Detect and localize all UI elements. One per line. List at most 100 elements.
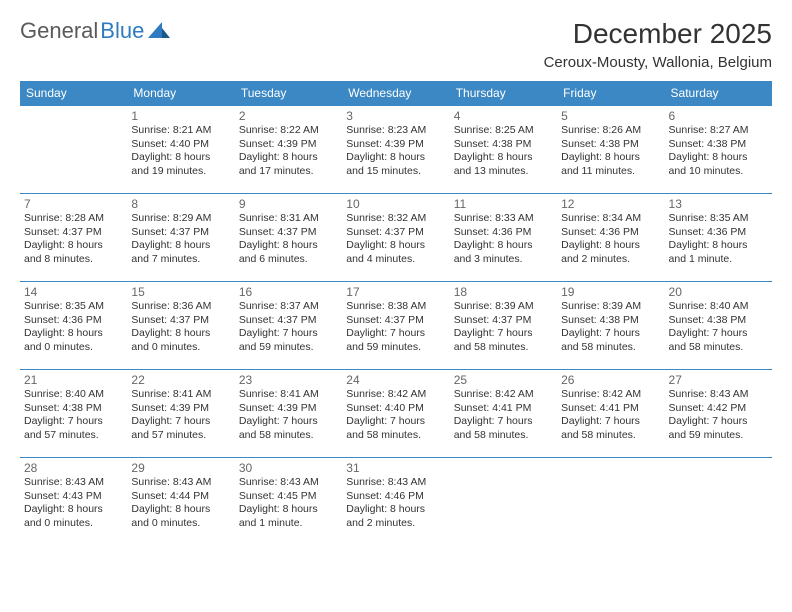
day-info-line: Sunset: 4:43 PM xyxy=(24,490,123,504)
day-info: Sunrise: 8:34 AMSunset: 4:36 PMDaylight:… xyxy=(561,212,660,267)
calendar-week-row: 14Sunrise: 8:35 AMSunset: 4:36 PMDayligh… xyxy=(20,282,772,370)
calendar-day-cell: 15Sunrise: 8:36 AMSunset: 4:37 PMDayligh… xyxy=(127,282,234,370)
calendar-empty-cell xyxy=(557,458,664,546)
logo-text-general: General xyxy=(20,18,98,44)
day-info-line: Sunrise: 8:33 AM xyxy=(454,212,553,226)
day-number: 9 xyxy=(239,197,338,211)
day-info-line: Sunset: 4:39 PM xyxy=(239,138,338,152)
calendar-day-cell: 6Sunrise: 8:27 AMSunset: 4:38 PMDaylight… xyxy=(665,106,772,194)
calendar-day-cell: 21Sunrise: 8:40 AMSunset: 4:38 PMDayligh… xyxy=(20,370,127,458)
day-info: Sunrise: 8:33 AMSunset: 4:36 PMDaylight:… xyxy=(454,212,553,267)
day-info-line: and 3 minutes. xyxy=(454,253,553,267)
day-info-line: Sunrise: 8:43 AM xyxy=(24,476,123,490)
day-info: Sunrise: 8:39 AMSunset: 4:38 PMDaylight:… xyxy=(561,300,660,355)
day-info-line: and 58 minutes. xyxy=(454,341,553,355)
day-info-line: Daylight: 8 hours xyxy=(346,503,445,517)
day-info-line: Sunset: 4:36 PM xyxy=(669,226,768,240)
day-info-line: Sunrise: 8:40 AM xyxy=(24,388,123,402)
day-info-line: and 10 minutes. xyxy=(669,165,768,179)
calendar-day-cell: 3Sunrise: 8:23 AMSunset: 4:39 PMDaylight… xyxy=(342,106,449,194)
day-info: Sunrise: 8:38 AMSunset: 4:37 PMDaylight:… xyxy=(346,300,445,355)
day-info-line: Daylight: 8 hours xyxy=(131,239,230,253)
day-info-line: Sunset: 4:38 PM xyxy=(561,138,660,152)
calendar-day-cell: 20Sunrise: 8:40 AMSunset: 4:38 PMDayligh… xyxy=(665,282,772,370)
day-info: Sunrise: 8:36 AMSunset: 4:37 PMDaylight:… xyxy=(131,300,230,355)
day-number: 30 xyxy=(239,461,338,475)
day-info-line: Sunrise: 8:43 AM xyxy=(346,476,445,490)
day-info-line: Sunrise: 8:43 AM xyxy=(239,476,338,490)
calendar-day-cell: 18Sunrise: 8:39 AMSunset: 4:37 PMDayligh… xyxy=(450,282,557,370)
day-info-line: Sunset: 4:37 PM xyxy=(239,314,338,328)
day-info-line: Sunset: 4:42 PM xyxy=(669,402,768,416)
calendar-day-cell: 27Sunrise: 8:43 AMSunset: 4:42 PMDayligh… xyxy=(665,370,772,458)
logo: GeneralBlue xyxy=(20,18,170,44)
header: GeneralBlue December 2025 Ceroux-Mousty,… xyxy=(20,18,772,71)
day-info-line: Daylight: 8 hours xyxy=(346,239,445,253)
calendar-day-cell: 14Sunrise: 8:35 AMSunset: 4:36 PMDayligh… xyxy=(20,282,127,370)
day-info-line: Daylight: 7 hours xyxy=(239,327,338,341)
calendar-day-cell: 7Sunrise: 8:28 AMSunset: 4:37 PMDaylight… xyxy=(20,194,127,282)
day-info-line: and 17 minutes. xyxy=(239,165,338,179)
day-info: Sunrise: 8:22 AMSunset: 4:39 PMDaylight:… xyxy=(239,124,338,179)
day-info-line: Sunset: 4:38 PM xyxy=(24,402,123,416)
weekday-header: Friday xyxy=(557,81,664,106)
day-info-line: and 59 minutes. xyxy=(669,429,768,443)
calendar-day-cell: 11Sunrise: 8:33 AMSunset: 4:36 PMDayligh… xyxy=(450,194,557,282)
day-number: 25 xyxy=(454,373,553,387)
day-info-line: Sunrise: 8:42 AM xyxy=(346,388,445,402)
day-info-line: Daylight: 7 hours xyxy=(561,327,660,341)
day-info-line: Sunset: 4:41 PM xyxy=(454,402,553,416)
day-info-line: and 59 minutes. xyxy=(239,341,338,355)
day-info-line: Daylight: 7 hours xyxy=(239,415,338,429)
weekday-header: Wednesday xyxy=(342,81,449,106)
calendar-table: SundayMondayTuesdayWednesdayThursdayFrid… xyxy=(20,81,772,546)
day-number: 19 xyxy=(561,285,660,299)
day-number: 24 xyxy=(346,373,445,387)
day-info-line: Sunset: 4:41 PM xyxy=(561,402,660,416)
day-info: Sunrise: 8:40 AMSunset: 4:38 PMDaylight:… xyxy=(24,388,123,443)
day-info-line: Sunrise: 8:37 AM xyxy=(239,300,338,314)
day-info-line: Sunrise: 8:26 AM xyxy=(561,124,660,138)
calendar-day-cell: 8Sunrise: 8:29 AMSunset: 4:37 PMDaylight… xyxy=(127,194,234,282)
day-info-line: and 58 minutes. xyxy=(669,341,768,355)
day-info: Sunrise: 8:26 AMSunset: 4:38 PMDaylight:… xyxy=(561,124,660,179)
day-info-line: Sunrise: 8:31 AM xyxy=(239,212,338,226)
day-info: Sunrise: 8:35 AMSunset: 4:36 PMDaylight:… xyxy=(669,212,768,267)
day-number: 18 xyxy=(454,285,553,299)
calendar-day-cell: 16Sunrise: 8:37 AMSunset: 4:37 PMDayligh… xyxy=(235,282,342,370)
calendar-day-cell: 25Sunrise: 8:42 AMSunset: 4:41 PMDayligh… xyxy=(450,370,557,458)
calendar-day-cell: 29Sunrise: 8:43 AMSunset: 4:44 PMDayligh… xyxy=(127,458,234,546)
day-info: Sunrise: 8:40 AMSunset: 4:38 PMDaylight:… xyxy=(669,300,768,355)
day-info-line: and 1 minute. xyxy=(669,253,768,267)
day-info-line: Daylight: 8 hours xyxy=(239,151,338,165)
day-info-line: Sunset: 4:36 PM xyxy=(454,226,553,240)
day-number: 7 xyxy=(24,197,123,211)
day-info-line: Daylight: 8 hours xyxy=(669,239,768,253)
calendar-day-cell: 17Sunrise: 8:38 AMSunset: 4:37 PMDayligh… xyxy=(342,282,449,370)
day-info-line: and 57 minutes. xyxy=(131,429,230,443)
weekday-header: Monday xyxy=(127,81,234,106)
title-block: December 2025 Ceroux-Mousty, Wallonia, B… xyxy=(544,18,772,71)
day-info-line: and 58 minutes. xyxy=(561,341,660,355)
day-info-line: Sunrise: 8:42 AM xyxy=(454,388,553,402)
day-info-line: and 58 minutes. xyxy=(561,429,660,443)
calendar-day-cell: 9Sunrise: 8:31 AMSunset: 4:37 PMDaylight… xyxy=(235,194,342,282)
day-info-line: Sunrise: 8:34 AM xyxy=(561,212,660,226)
day-info-line: Sunrise: 8:21 AM xyxy=(131,124,230,138)
day-info-line: Sunset: 4:38 PM xyxy=(454,138,553,152)
day-info-line: Sunrise: 8:22 AM xyxy=(239,124,338,138)
day-info-line: Sunrise: 8:32 AM xyxy=(346,212,445,226)
day-info-line: and 0 minutes. xyxy=(24,341,123,355)
day-number: 14 xyxy=(24,285,123,299)
day-number: 3 xyxy=(346,109,445,123)
calendar-day-cell: 23Sunrise: 8:41 AMSunset: 4:39 PMDayligh… xyxy=(235,370,342,458)
day-info-line: and 57 minutes. xyxy=(24,429,123,443)
calendar-day-cell: 1Sunrise: 8:21 AMSunset: 4:40 PMDaylight… xyxy=(127,106,234,194)
day-info: Sunrise: 8:25 AMSunset: 4:38 PMDaylight:… xyxy=(454,124,553,179)
day-info-line: Sunset: 4:36 PM xyxy=(24,314,123,328)
day-info: Sunrise: 8:28 AMSunset: 4:37 PMDaylight:… xyxy=(24,212,123,267)
calendar-day-cell: 22Sunrise: 8:41 AMSunset: 4:39 PMDayligh… xyxy=(127,370,234,458)
day-info-line: Daylight: 8 hours xyxy=(669,151,768,165)
day-info-line: Daylight: 8 hours xyxy=(454,151,553,165)
day-info-line: Daylight: 8 hours xyxy=(346,151,445,165)
